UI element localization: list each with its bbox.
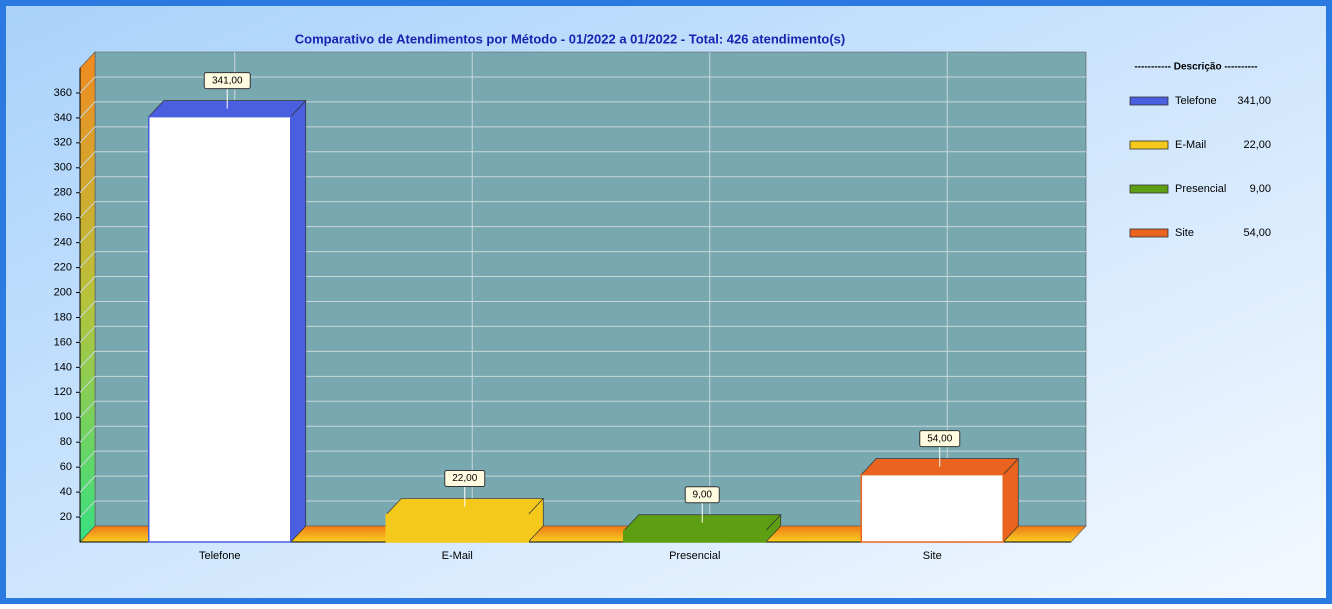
grid-line xyxy=(79,251,96,268)
y-tick-label: 120 xyxy=(54,386,72,398)
grid-line xyxy=(79,475,96,493)
y-tick-label: 200 xyxy=(54,286,72,298)
y-tick-label: 80 xyxy=(60,436,72,448)
y-tick-label: 320 xyxy=(54,137,72,149)
grid-line xyxy=(79,326,96,343)
y-tick-label: 360 xyxy=(54,87,72,99)
grid-line xyxy=(79,276,96,293)
grid-line xyxy=(79,176,96,194)
grid-line xyxy=(79,226,96,243)
y-tick-label: 140 xyxy=(54,361,72,373)
side-wall xyxy=(79,51,96,543)
grid-line xyxy=(79,101,96,119)
legend-label: Site xyxy=(1175,227,1194,239)
x-tick-label: E-Mail xyxy=(442,550,473,562)
grid-line xyxy=(79,201,96,219)
x-tick-label: Telefone xyxy=(199,550,241,562)
legend-swatch xyxy=(1129,140,1169,150)
legend-label: E-Mail xyxy=(1175,139,1206,151)
x-tick-label: Site xyxy=(923,550,942,562)
legend-value: 22,00 xyxy=(1243,139,1271,151)
grid-line xyxy=(79,351,96,368)
bar xyxy=(148,115,292,543)
y-tick-label: 40 xyxy=(60,486,72,498)
y-tick-label: 240 xyxy=(54,237,72,249)
value-label: 22,00 xyxy=(452,473,477,484)
bar xyxy=(860,473,1004,543)
y-tick-label: 100 xyxy=(54,411,72,423)
y-tick-label: 340 xyxy=(54,112,72,124)
legend-value: 9,00 xyxy=(1250,183,1271,195)
legend-value: 341,00 xyxy=(1237,95,1271,107)
y-tick-label: 20 xyxy=(60,511,72,523)
grid-line xyxy=(79,76,96,94)
value-label-box xyxy=(203,72,251,90)
value-label: 54,00 xyxy=(927,433,952,444)
legend-swatch xyxy=(1129,228,1169,238)
y-tick-label: 160 xyxy=(54,336,72,348)
y-tick-label: 180 xyxy=(54,311,72,323)
bar xyxy=(385,513,529,543)
grid-line xyxy=(79,375,96,393)
y-tick-label: 60 xyxy=(60,461,72,473)
y-tick-label: 220 xyxy=(54,261,72,273)
grid-line xyxy=(79,450,96,468)
legend-label: Presencial xyxy=(1175,183,1226,195)
value-label-box xyxy=(684,486,720,504)
y-tick-label: 260 xyxy=(54,212,72,224)
grid-line xyxy=(79,425,96,443)
bar xyxy=(623,530,767,543)
grid-line xyxy=(79,151,96,169)
grid-line xyxy=(79,126,96,144)
x-tick-label: Presencial xyxy=(669,550,720,562)
legend-title: ----------- Descrição ---------- xyxy=(1134,62,1257,73)
legend-value: 54,00 xyxy=(1243,227,1271,239)
value-label: 9,00 xyxy=(693,489,713,500)
value-label-box xyxy=(444,470,486,488)
bar-side xyxy=(290,99,307,543)
grid-line xyxy=(79,301,96,318)
legend-swatch xyxy=(1129,184,1169,194)
grid-line xyxy=(79,500,96,518)
grid-line xyxy=(79,400,96,418)
legend-label: Telefone xyxy=(1175,95,1217,107)
y-tick-label: 280 xyxy=(54,187,72,199)
chart-title: Comparativo de Atendimentos por Método -… xyxy=(295,31,845,46)
y-tick-label: 300 xyxy=(54,162,72,174)
legend-swatch xyxy=(1129,96,1169,106)
value-label: 341,00 xyxy=(212,75,243,86)
value-label-box xyxy=(919,430,961,448)
